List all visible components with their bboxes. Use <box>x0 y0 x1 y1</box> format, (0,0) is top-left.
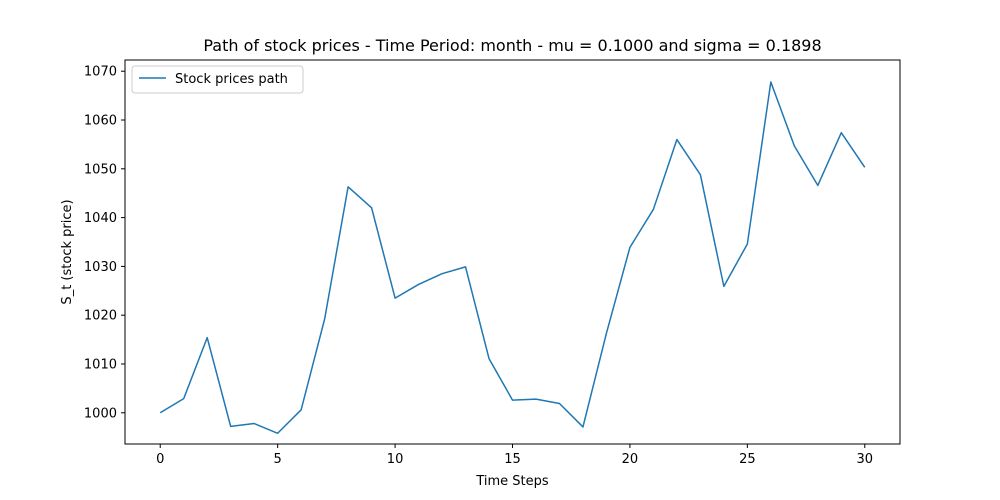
legend: Stock prices path <box>131 65 304 94</box>
y-tick-label: 1000 <box>84 406 117 421</box>
y-tick-label: 1030 <box>84 260 117 275</box>
plot-area <box>125 60 900 444</box>
x-tick-label: 30 <box>856 452 873 467</box>
x-tick-label: 25 <box>739 452 756 467</box>
x-tick-label: 15 <box>504 452 521 467</box>
chart-title: Path of stock prices - Time Period: mont… <box>203 36 821 55</box>
y-axis: 1000 1010 1020 1030 1040 1050 1060 1070 <box>84 65 125 421</box>
y-axis-label: S_t (stock price) <box>60 199 75 304</box>
legend-box <box>131 65 304 94</box>
legend-label: Stock prices path <box>175 72 288 87</box>
y-tick-label: 1060 <box>84 114 117 129</box>
x-axis-label: Time Steps <box>475 474 549 489</box>
series-line <box>159 81 866 435</box>
y-tick-label: 1040 <box>84 211 117 226</box>
y-tick-label: 1050 <box>84 162 117 177</box>
y-tick-label: 1070 <box>84 65 117 80</box>
x-axis: 0 5 10 15 20 25 30 <box>156 444 873 467</box>
y-tick-label: 1010 <box>84 357 117 372</box>
x-tick-label: 0 <box>156 452 164 467</box>
x-tick-label: 20 <box>622 452 639 467</box>
y-tick-label: 1020 <box>84 309 117 324</box>
x-tick-label: 5 <box>274 452 282 467</box>
x-tick-label: 10 <box>387 452 404 467</box>
plot-border <box>124 59 901 445</box>
series-layer <box>159 81 866 435</box>
